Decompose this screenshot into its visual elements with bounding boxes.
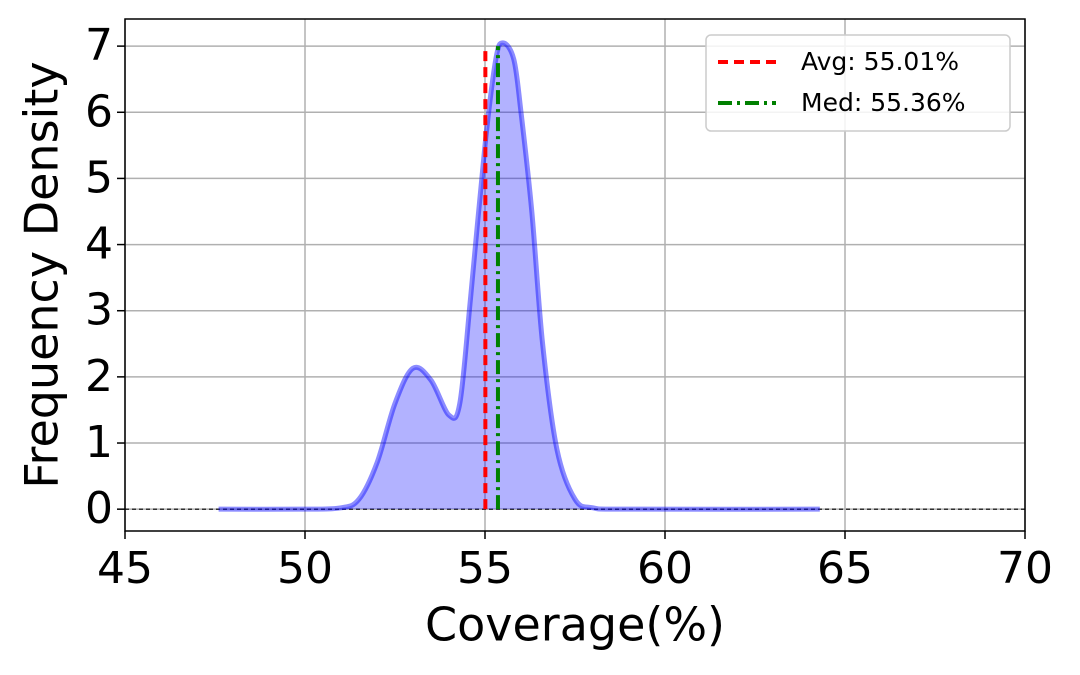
y-tick-label: 1 xyxy=(85,417,113,468)
x-tick-label: 60 xyxy=(637,543,693,594)
density-line xyxy=(218,40,820,512)
x-tick-label: 50 xyxy=(277,543,333,594)
x-axis-label: Coverage(%) xyxy=(425,598,725,652)
y-tick-label: 0 xyxy=(85,483,113,534)
y-tick-label: 7 xyxy=(85,20,113,71)
density-area xyxy=(218,42,820,510)
y-tick-label: 5 xyxy=(85,152,113,203)
x-tick-label: 70 xyxy=(997,543,1053,594)
legend-label: Avg: 55.01% xyxy=(801,47,959,76)
x-tick-label: 45 xyxy=(97,543,153,594)
plot-frame xyxy=(124,18,1026,532)
y-tick-label: 2 xyxy=(85,351,113,402)
legend-label: Med: 55.36% xyxy=(801,88,966,117)
y-tick-label: 4 xyxy=(85,219,113,270)
x-tick-label: 55 xyxy=(457,543,513,594)
legend: Avg: 55.01% Med: 55.36% xyxy=(705,34,1011,132)
y-tick-label: 6 xyxy=(85,86,113,137)
legend-box xyxy=(705,34,1011,132)
y-tick-label: 3 xyxy=(85,285,113,336)
y-axis-label: Frequency Density xyxy=(15,61,69,488)
x-tick-label: 65 xyxy=(817,543,873,594)
